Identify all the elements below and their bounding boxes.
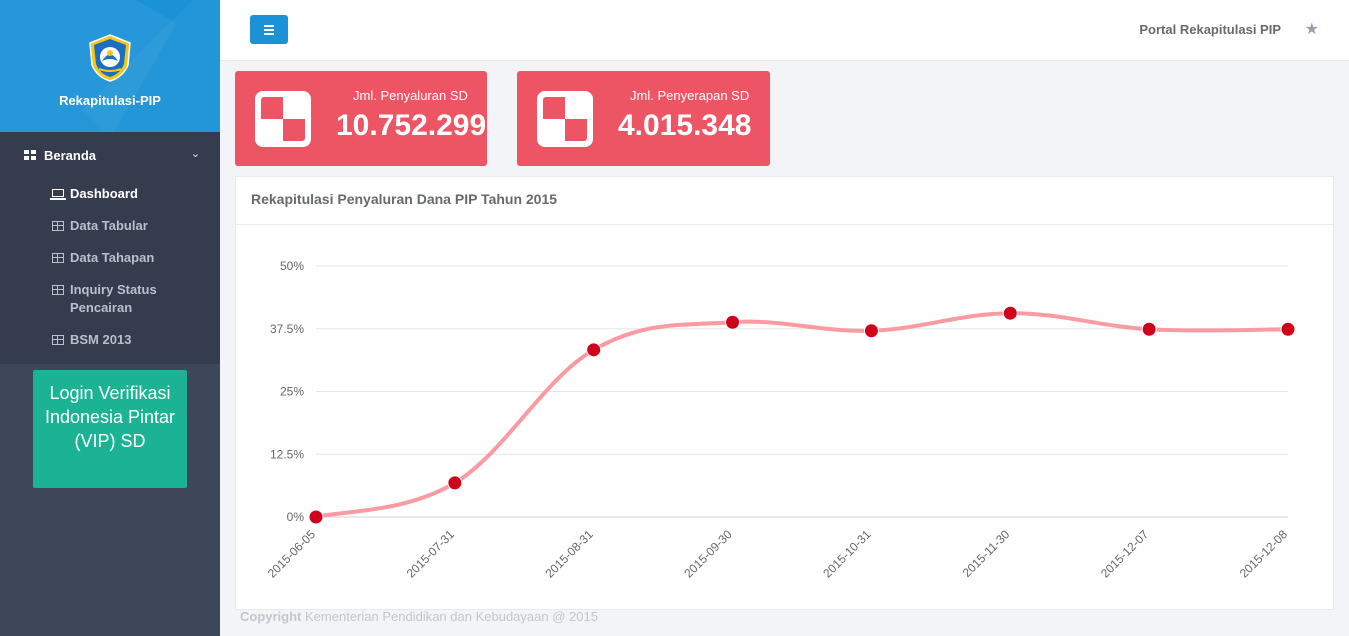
tut-wuri-handayani-logo-icon (89, 34, 131, 82)
data-point (308, 509, 324, 525)
brand-header: Rekapitulasi-PIP (0, 0, 220, 132)
table-icon (52, 285, 64, 295)
sidebar-item-bsm-2013[interactable]: BSM 2013 (0, 324, 220, 356)
x-tick-label: 2015-09-30 (681, 527, 735, 581)
beranda-submenu: Dashboard Data Tabular Data Tahapan Inqu… (0, 178, 220, 364)
portal-title[interactable]: Portal Rekapitulasi PIP (1139, 22, 1281, 37)
data-point (1280, 321, 1296, 337)
y-tick-label: 25% (280, 385, 304, 399)
laptop-icon (50, 189, 66, 200)
line-chart-svg: 0% 12.5% 25% 37.5% 50% 2015-06-05 2015-07-31 20… (265, 259, 1296, 581)
sidebar-item-label: Data Tabular (70, 218, 148, 233)
x-tick-label: 2015-11-30 (960, 527, 1013, 580)
sidebar-menu: Beranda ⌄ Dashboard Data Tabular Data Ta… (0, 132, 220, 364)
stat-card-penyerapan: Jml. Penyerapan SD 4.015.348 (517, 71, 770, 166)
data-point (447, 475, 463, 491)
chart-panel-title: Rekapitulasi Penyaluran Dana PIP Tahun 2… (236, 177, 1333, 225)
pie-chart-icon (255, 91, 311, 147)
footer-copyright-text: Kementerian Pendidikan dan Kebudayaan @ … (305, 609, 598, 624)
sidebar-item-label: Dashboard (70, 186, 138, 201)
footer-copyright-label: Copyright (240, 609, 302, 624)
y-tick-label: 0% (287, 510, 305, 524)
data-point (1141, 321, 1157, 337)
table-icon (52, 253, 64, 263)
x-tick-label: 2015-06-05 (265, 527, 319, 581)
data-point (1002, 305, 1018, 321)
series-line (314, 311, 1290, 519)
stat-value: 4.015.348 (618, 109, 752, 142)
pie-chart-icon (537, 91, 593, 147)
sidebar-item-inquiry-status[interactable]: Inquiry Status Pencairan (0, 274, 220, 324)
sidebar-item-label: Inquiry Status Pencairan (70, 282, 157, 315)
chart-panel: Rekapitulasi Penyaluran Dana PIP Tahun 2… (235, 176, 1334, 610)
menu-beranda-label: Beranda (44, 147, 97, 163)
sidebar-item-data-tabular[interactable]: Data Tabular (0, 210, 220, 242)
x-tick-label: 2015-10-31 (820, 527, 874, 581)
stat-label: Jml. Penyerapan SD (630, 88, 750, 103)
top-navbar: Portal Rekapitulasi PIP ★ (220, 0, 1349, 61)
login-vip-button[interactable]: Login Verifikasi Indonesia Pintar (VIP) … (33, 370, 187, 488)
sidebar-item-label: Data Tahapan (70, 250, 155, 265)
data-point (863, 323, 879, 339)
line-chart: 0% 12.5% 25% 37.5% 50% 2015-06-05 2015-07-31 20… (236, 225, 1333, 609)
stat-card-penyaluran: Jml. Penyaluran SD 10.752.299 (235, 71, 487, 166)
table-icon (52, 221, 64, 231)
hamburger-icon (264, 24, 274, 27)
stat-value: 10.752.299 (336, 109, 487, 142)
table-icon (52, 335, 64, 345)
sidebar-item-data-tahapan[interactable]: Data Tahapan (0, 242, 220, 274)
footer: Copyright Kementerian Pendidikan dan Keb… (240, 609, 598, 624)
stat-label: Jml. Penyaluran SD (353, 88, 468, 103)
y-tick-label: 12.5% (270, 447, 304, 461)
x-tick-label: 2015-12-07 (1098, 527, 1152, 581)
y-tick-label: 50% (280, 259, 304, 273)
sidebar: Rekapitulasi-PIP Beranda ⌄ Dashboard Dat… (0, 0, 220, 636)
sidebar-item-label: BSM 2013 (70, 332, 132, 347)
data-point (586, 342, 602, 358)
x-tick-label: 2015-12-08 (1237, 527, 1291, 581)
menu-toggle-button[interactable] (250, 15, 288, 44)
sidebar-item-dashboard[interactable]: Dashboard (0, 178, 220, 210)
brand-title[interactable]: Rekapitulasi-PIP (59, 93, 161, 108)
chevron-down-icon: ⌄ (190, 148, 200, 160)
y-tick-label: 37.5% (270, 322, 304, 336)
menu-beranda[interactable]: Beranda ⌄ (0, 132, 220, 178)
data-point (725, 314, 741, 330)
star-icon[interactable]: ★ (1304, 21, 1319, 38)
x-tick-label: 2015-08-31 (543, 527, 597, 581)
x-tick-label: 2015-07-31 (404, 527, 458, 581)
grid-icon (24, 150, 36, 160)
